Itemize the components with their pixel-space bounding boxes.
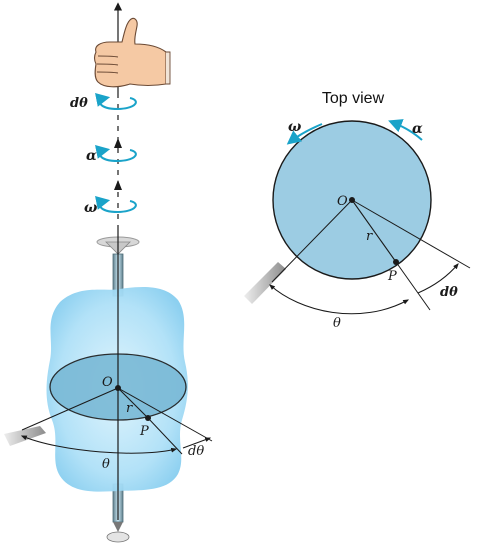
- label-omega: ω: [84, 200, 98, 216]
- top-label-origin: O: [337, 194, 348, 209]
- top-view-figure: Top view ω α O r P θ dθ: [244, 90, 471, 331]
- top-label-d-theta: dθ: [440, 285, 458, 300]
- top-view-ground: [244, 262, 286, 304]
- origin-point: [115, 385, 121, 391]
- top-label-alpha: α: [412, 121, 423, 137]
- label-d-theta-top: dθ: [70, 96, 88, 111]
- axis-arrowhead-3: [114, 180, 122, 190]
- label-d-theta: dθ: [188, 444, 204, 459]
- top-extension-line: [351, 199, 471, 269]
- label-point: P: [139, 424, 149, 439]
- ref-line: [21, 387, 119, 431]
- top-d-theta-arc: [417, 263, 459, 294]
- theta-arc: [20, 435, 178, 454]
- label-radius: r: [126, 401, 133, 416]
- top-origin-point: [349, 197, 355, 203]
- label-origin: O: [102, 375, 113, 390]
- page-title: Top view: [322, 90, 385, 107]
- top-ref-line: [271, 199, 353, 283]
- top-label-theta: θ: [333, 316, 341, 331]
- thumbs-up-hand-icon: [93, 17, 171, 88]
- omega-arrow: [286, 123, 323, 145]
- radius-line: [117, 387, 149, 419]
- top-theta-arc: [269, 284, 410, 315]
- axis-arrowhead-2: [114, 138, 122, 148]
- top-point-p: [393, 259, 399, 265]
- left-figure: dθ α ω O r P θ dθ: [4, 2, 213, 543]
- point-p: [145, 415, 151, 421]
- top-label-point: P: [387, 269, 397, 284]
- top-radius-line: [351, 199, 397, 263]
- rotation-arrow-icon: [95, 93, 137, 214]
- label-alpha: α: [86, 148, 97, 164]
- d-theta-arc: [182, 437, 212, 449]
- alpha-arrow: [388, 119, 423, 141]
- extension-line: [117, 387, 213, 442]
- lower-support-icon: [106, 522, 130, 543]
- label-theta: θ: [102, 457, 110, 472]
- top-radius-extended: [395, 261, 431, 311]
- top-label-omega: ω: [288, 119, 302, 135]
- top-label-radius: r: [366, 229, 373, 244]
